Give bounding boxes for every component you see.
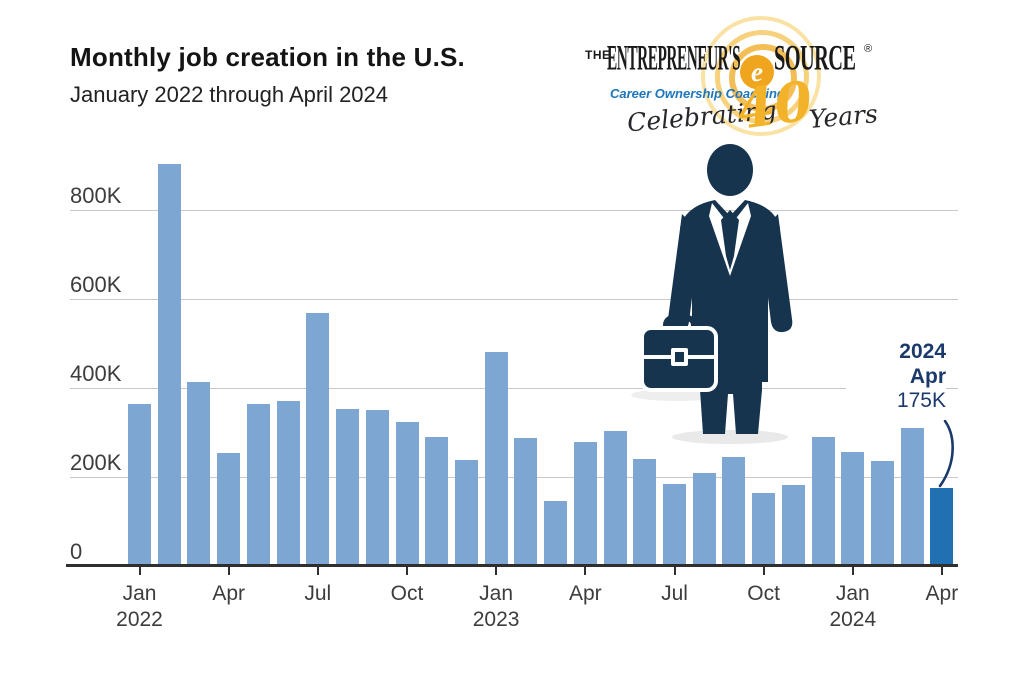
x-tick-jan-2022 <box>138 567 141 575</box>
gridline-200K <box>70 477 958 478</box>
logo-registered-mark: ® <box>864 43 873 55</box>
bar-mar-2024 <box>900 428 924 566</box>
entrepreneurs-source-logo: e THE ENTREPRENEUR'S SOURCE ® Career Own… <box>583 16 893 144</box>
bar-aug-2023 <box>692 473 716 566</box>
y-axis-label-800K: 800K <box>70 183 122 208</box>
bar-may-2022 <box>246 404 270 566</box>
highlight-annotation: 2024 Apr 175K <box>846 340 946 414</box>
x-tick-jul-2023 <box>673 567 676 575</box>
x-axis-label-apr-2023: Apr <box>568 582 602 605</box>
bar-sep-2022 <box>365 410 389 566</box>
bar-feb-2022 <box>157 164 181 566</box>
bar-jan-2022 <box>128 404 151 566</box>
x-axis-label-jan-2024: Jan <box>835 582 870 605</box>
bar-nov-2023 <box>781 485 805 566</box>
bar-oct-2023 <box>752 493 776 566</box>
bar-jun-2022 <box>276 401 300 566</box>
bar-apr-2022 <box>217 453 241 566</box>
x-axis-year-2024: 2024 <box>829 608 877 631</box>
bar-jan-2024 <box>841 452 865 566</box>
x-tick-jul-2022 <box>316 567 319 575</box>
bar-sep-2023 <box>722 457 746 566</box>
x-axis-label-jan-2022: Jan <box>122 582 157 605</box>
x-axis-year-2023: 2023 <box>472 608 520 631</box>
gridline-600K <box>70 299 958 300</box>
x-axis-label-oct-2022: Oct <box>390 582 424 605</box>
bar-aug-2022 <box>336 409 359 566</box>
bar-apr-2023 <box>573 442 597 566</box>
bar-apr-2024 <box>930 488 954 566</box>
annotation-value: 175K <box>846 389 946 414</box>
bar-mar-2023 <box>544 501 568 566</box>
logo-forty-text: 40 <box>732 68 817 142</box>
annotation-month: Apr <box>846 364 946 389</box>
x-tick-jan-2023 <box>495 567 498 575</box>
x-tick-apr-2023 <box>584 567 587 575</box>
x-axis-line <box>66 564 958 567</box>
x-axis-label-jul-2022: Jul <box>304 582 332 605</box>
head-icon <box>707 144 753 196</box>
bar-mar-2022 <box>187 382 211 566</box>
x-axis-label-jan-2023: Jan <box>479 582 514 605</box>
x-tick-jan-2024 <box>851 567 854 575</box>
bar-jul-2022 <box>306 313 330 566</box>
page-title: Monthly job creation in the U.S. <box>70 42 465 72</box>
bar-jun-2023 <box>633 459 657 566</box>
bar-may-2023 <box>603 431 627 566</box>
logo-target-ring-mid-icon <box>715 30 809 124</box>
x-tick-oct-2023 <box>762 567 765 575</box>
bar-oct-2022 <box>395 422 419 566</box>
gridline-400K <box>70 388 958 389</box>
y-axis-label-0: 0 <box>70 539 83 564</box>
y-axis-label-600K: 600K <box>70 272 122 297</box>
logo-years-text: Years <box>807 99 879 134</box>
y-axis-label-200K: 200K <box>70 450 122 475</box>
x-tick-apr-2024 <box>940 567 943 575</box>
bar-jul-2023 <box>663 484 686 566</box>
x-axis-label-jul-2023: Jul <box>661 582 688 605</box>
x-axis-year-2022: 2022 <box>116 608 163 631</box>
bar-feb-2024 <box>871 461 894 566</box>
logo-word-the: THE <box>585 48 611 62</box>
logo-e-badge-icon: e <box>740 55 774 89</box>
businessman-with-briefcase-icon <box>631 144 793 444</box>
bar-jan-2023 <box>484 352 508 566</box>
logo-tagline: Career Ownership Coaching <box>610 86 785 101</box>
logo-word-entrepreneurs: ENTREPRENEUR'S <box>607 38 741 79</box>
bar-nov-2022 <box>425 437 449 566</box>
logo-e-letter: e <box>751 56 763 87</box>
annotation-year: 2024 <box>846 340 946 365</box>
bar-dec-2022 <box>454 460 478 566</box>
x-tick-oct-2022 <box>406 567 408 575</box>
x-axis-label-apr-2022: Apr <box>212 582 246 605</box>
callout-curve-icon <box>938 420 954 488</box>
x-tick-apr-2022 <box>227 567 230 575</box>
gridline-800K <box>70 210 958 211</box>
logo-target-ring-outer-icon <box>701 16 821 136</box>
bar-feb-2023 <box>514 438 538 566</box>
logo-target-ring-inner-icon <box>729 44 797 112</box>
y-axis-label-400K: 400K <box>70 361 122 386</box>
x-axis-label-apr-2024: Apr <box>925 582 959 605</box>
logo-word-source: SOURCE <box>774 38 856 79</box>
bar-dec-2023 <box>811 437 835 566</box>
page-subtitle: January 2022 through April 2024 <box>70 82 389 107</box>
figure-shadow <box>672 430 788 444</box>
x-axis-label-oct-2023: Oct <box>747 582 780 605</box>
